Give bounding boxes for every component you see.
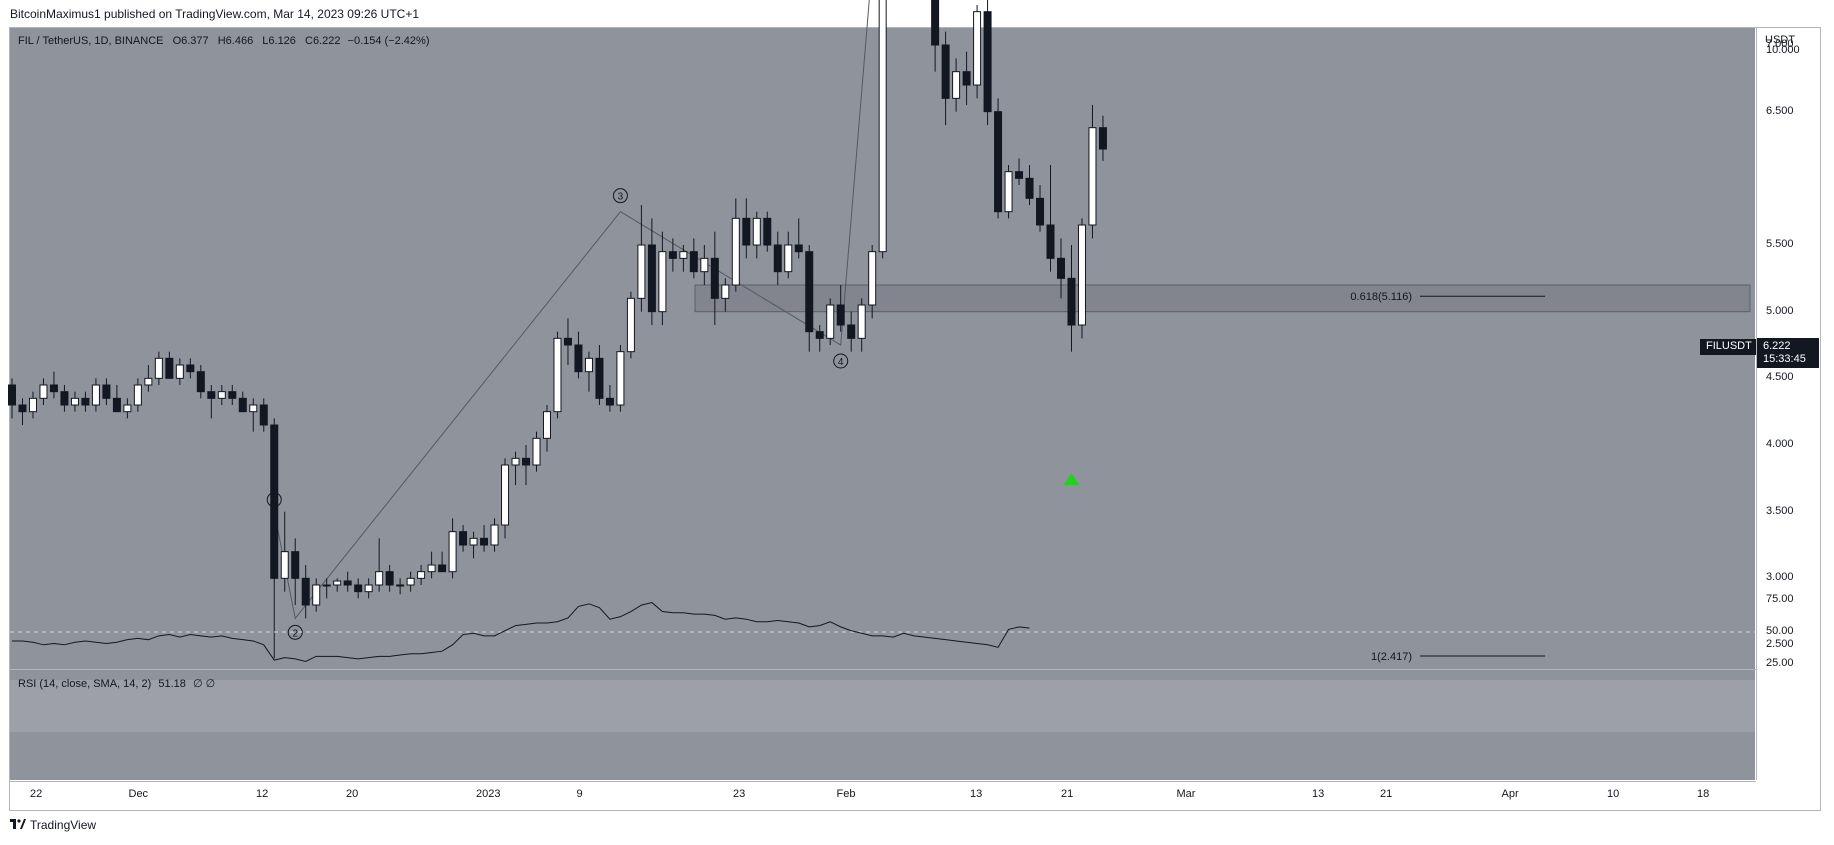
legend-open-key: O	[172, 35, 182, 47]
time-axis-label: 12	[256, 788, 269, 800]
time-axis-label: 9	[576, 788, 583, 800]
rsi-axis-label: 25.00	[1766, 657, 1794, 669]
rsi-pane[interactable]	[10, 670, 1755, 780]
rsi-legend-title: RSI (14, close, SMA, 14, 2)	[18, 678, 152, 690]
price-axis-unit: USDT	[1765, 34, 1795, 46]
time-axis-label: 18	[1697, 788, 1710, 800]
rsi-legend-value: 51.18	[158, 678, 186, 690]
time-axis-label: 10	[1607, 788, 1620, 800]
price-axis-label: 7.000	[1766, 38, 1794, 50]
time-axis[interactable]	[10, 781, 1756, 810]
current-symbol-tag: FILUSDT	[1700, 339, 1756, 355]
time-axis-label: Apr	[1501, 788, 1519, 800]
bar-countdown: 15:33:45	[1763, 353, 1806, 365]
time-axis-label: 22	[30, 788, 43, 800]
symbol-legend: FIL / TetherUS, 1D, BINANCE O6.377 H6.46…	[18, 35, 429, 47]
time-axis-label: Dec	[128, 788, 149, 800]
price-axis-label: 2.500	[1766, 637, 1794, 650]
pane-separator[interactable]	[10, 669, 1820, 670]
tradingview-logo-icon	[10, 818, 26, 832]
price-axis[interactable]	[1756, 28, 1820, 780]
time-axis-label: Mar	[1176, 788, 1196, 800]
price-axis-label: 4.500	[1766, 371, 1794, 384]
legend-open-value: 6.377	[181, 35, 209, 47]
price-axis-label: 6.500	[1766, 104, 1794, 117]
price-axis-label: 4.000	[1766, 438, 1794, 450]
legend-close-key: C	[304, 35, 313, 47]
legend-high-value: 6.466	[225, 35, 254, 47]
time-axis-label: 2023	[476, 788, 501, 800]
price-pane[interactable]	[10, 28, 1755, 669]
legend-low-value: 6.126	[268, 35, 296, 47]
time-axis-label: 21	[1061, 788, 1074, 800]
current-price-value: 6.222	[1763, 340, 1791, 352]
time-axis-label: 21	[1380, 788, 1393, 800]
publish-caption: BitcoinMaximus1 published on TradingView…	[10, 7, 420, 21]
rsi-legend: RSI (14, close, SMA, 14, 2) 51.18 ∅ ∅	[18, 677, 215, 690]
price-axis-label: 10.000	[1766, 44, 1800, 56]
rsi-band	[10, 680, 1755, 732]
time-axis-label: 13	[970, 788, 983, 800]
tradingview-brand: TradingView	[30, 818, 97, 832]
price-axis-label: 3.500	[1766, 504, 1794, 517]
tradingview-footer[interactable]: TradingView	[10, 818, 96, 832]
time-axis-label: Feb	[836, 788, 856, 800]
legend-change: −0.154 (−2.42%)	[347, 35, 430, 47]
time-axis-label: 23	[733, 788, 746, 800]
rsi-axis-label: 50.00	[1766, 625, 1794, 637]
current-price-tag: 6.222 15:33:45	[1757, 338, 1819, 368]
rsi-legend-extra: ∅ ∅	[192, 678, 216, 690]
time-axis-label: 20	[346, 788, 359, 800]
price-axis-label: 3.000	[1766, 571, 1794, 584]
price-axis-label: 5.000	[1766, 304, 1794, 317]
legend-symbol: FIL / TetherUS, 1D, BINANCE	[18, 35, 164, 47]
price-axis-label: 5.500	[1766, 238, 1794, 250]
legend-close-value: 6.222	[312, 35, 341, 47]
time-axis-label: 13	[1312, 788, 1325, 800]
legend-low-key: L	[262, 35, 269, 47]
rsi-axis-label: 75.00	[1766, 593, 1794, 605]
legend-high-key: H	[217, 35, 226, 47]
